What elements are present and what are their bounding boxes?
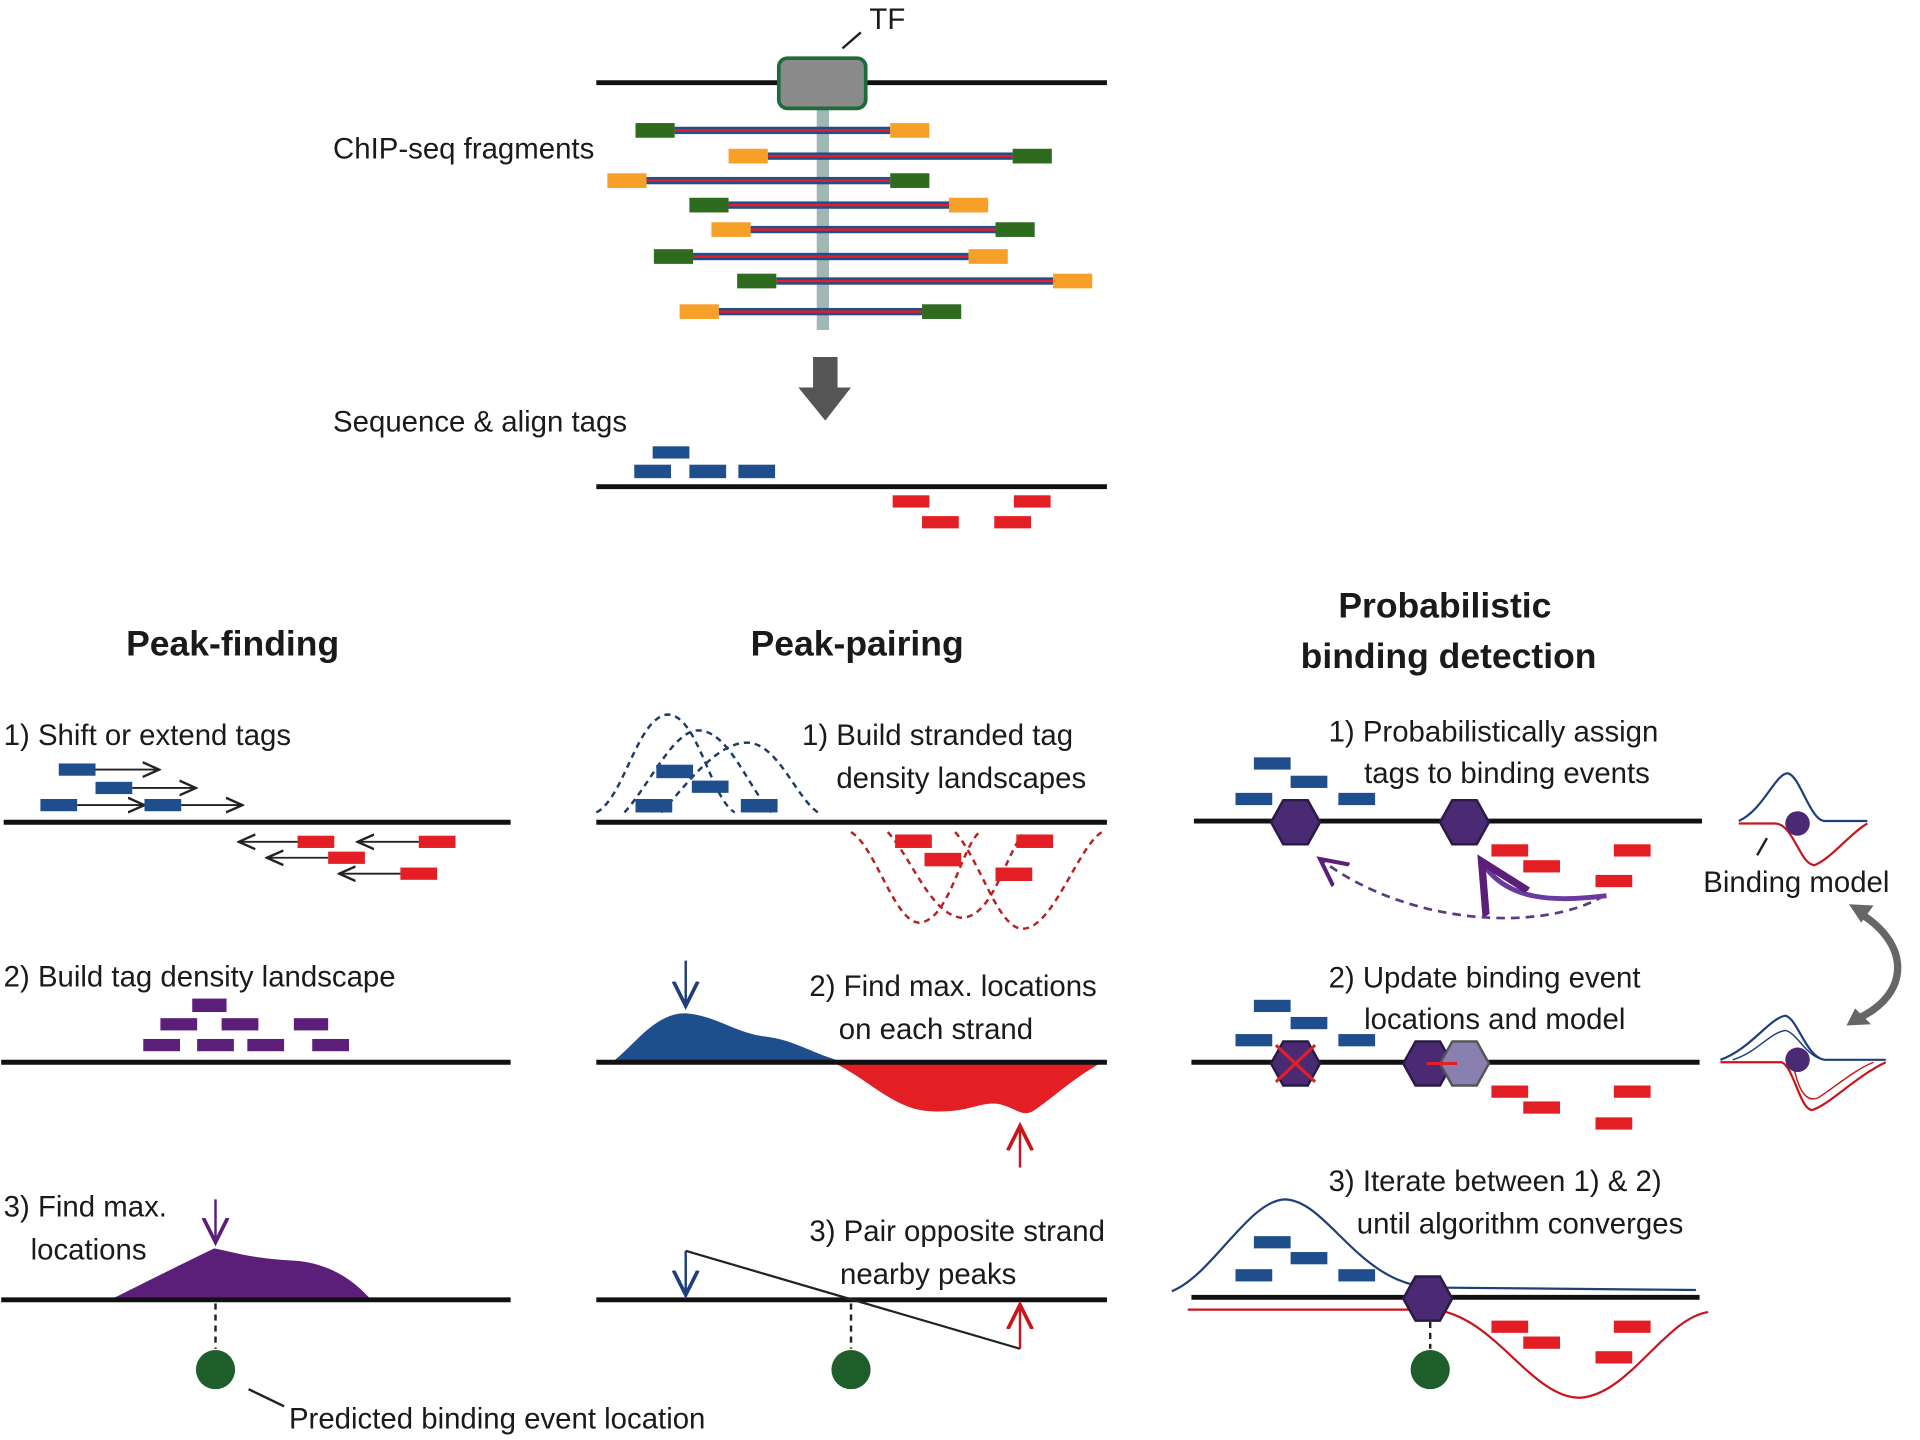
pp-step2-line1: 2) Find max. locations bbox=[809, 970, 1096, 1003]
chipseq-fragment bbox=[635, 123, 930, 138]
combined-density-peak bbox=[110, 1248, 372, 1300]
pf-step3-line1: 3) Find max. bbox=[4, 1191, 167, 1224]
peak-finding-title: Peak-finding bbox=[126, 624, 339, 664]
tf-label: TF bbox=[869, 3, 905, 36]
tf-vertical-bar bbox=[816, 105, 829, 330]
binding-event-marker bbox=[195, 1350, 236, 1390]
removed-event-x-icon bbox=[1274, 1043, 1317, 1083]
chipseq-fragment bbox=[728, 148, 1052, 164]
down-arrow-icon bbox=[798, 356, 852, 421]
prob-title-line1: Probabilistic bbox=[1338, 586, 1551, 626]
forward-density bbox=[612, 1013, 845, 1063]
fragment-list bbox=[607, 123, 1093, 319]
peak-pairing-title: Peak-pairing bbox=[751, 624, 964, 664]
pp-step3-line2: nearby peaks bbox=[840, 1258, 1016, 1291]
reverse-density bbox=[832, 1062, 1103, 1114]
pp-step1-line1: 1) Build stranded tag bbox=[802, 719, 1073, 752]
pf-step3-line2: locations bbox=[31, 1233, 147, 1266]
sequence-label: Sequence & align tags bbox=[333, 406, 627, 439]
prob-step2-line1: 2) Update binding event bbox=[1329, 962, 1641, 995]
fragments-label: ChIP-seq fragments bbox=[333, 133, 594, 166]
peak-pairing-panel: Peak-pairing 1) Build stranded tag densi… bbox=[595, 624, 1107, 1390]
tf-protein bbox=[776, 56, 868, 111]
pf-step2: 2) Build tag density landscape bbox=[4, 960, 396, 993]
forward-model-curve bbox=[1171, 1198, 1696, 1293]
binding-model-label: Binding model bbox=[1703, 866, 1889, 899]
prob-step1-line2: tags to binding events bbox=[1364, 757, 1650, 790]
binding-event-marker bbox=[831, 1350, 871, 1390]
chipseq-fragment bbox=[607, 173, 930, 188]
peak-finding-panel: Peak-finding 1) Shift or extend tags 2) … bbox=[1, 624, 705, 1435]
prob-step3-line2: until algorithm converges bbox=[1357, 1208, 1684, 1241]
prob-step1-line1: 1) Probabilistically assign bbox=[1329, 715, 1659, 748]
aligned-tags bbox=[634, 446, 1051, 529]
chipseq-fragment bbox=[689, 197, 989, 213]
pf-step1: 1) Shift or extend tags bbox=[4, 719, 291, 752]
probabilistic-panel: Probabilistic binding detection 1) Proba… bbox=[1171, 586, 1902, 1399]
chipseq-fragment bbox=[711, 222, 1035, 237]
binding-event-marker bbox=[1410, 1350, 1450, 1390]
iterate-double-arrow-icon bbox=[1857, 910, 1902, 1022]
chipseq-fragments-panel: TF ChIP-seq fragments Sequence & align t… bbox=[333, 3, 1107, 529]
chipseq-fragment bbox=[653, 249, 1008, 264]
pp-step1-line2: density landscapes bbox=[836, 762, 1086, 795]
binding-event-hexagon bbox=[1438, 798, 1491, 846]
binding-event-hexagon bbox=[1269, 798, 1322, 846]
updated-binding-model-graphic bbox=[1720, 1014, 1887, 1112]
chipseq-fragment bbox=[737, 273, 1093, 289]
prob-title-line2: binding detection bbox=[1301, 636, 1597, 676]
binding-model-graphic bbox=[1738, 772, 1868, 867]
chipseq-fragment bbox=[679, 304, 962, 319]
predicted-label: Predicted binding event location bbox=[289, 1402, 705, 1435]
prob-step2-line2: locations and model bbox=[1364, 1003, 1625, 1036]
reverse-model-curve bbox=[1187, 1308, 1709, 1399]
pp-step2-line2: on each strand bbox=[839, 1013, 1033, 1046]
prob-step3-line1: 3) Iterate between 1) & 2) bbox=[1329, 1165, 1662, 1198]
pp-step3-line1: 3) Pair opposite strand bbox=[809, 1215, 1105, 1248]
